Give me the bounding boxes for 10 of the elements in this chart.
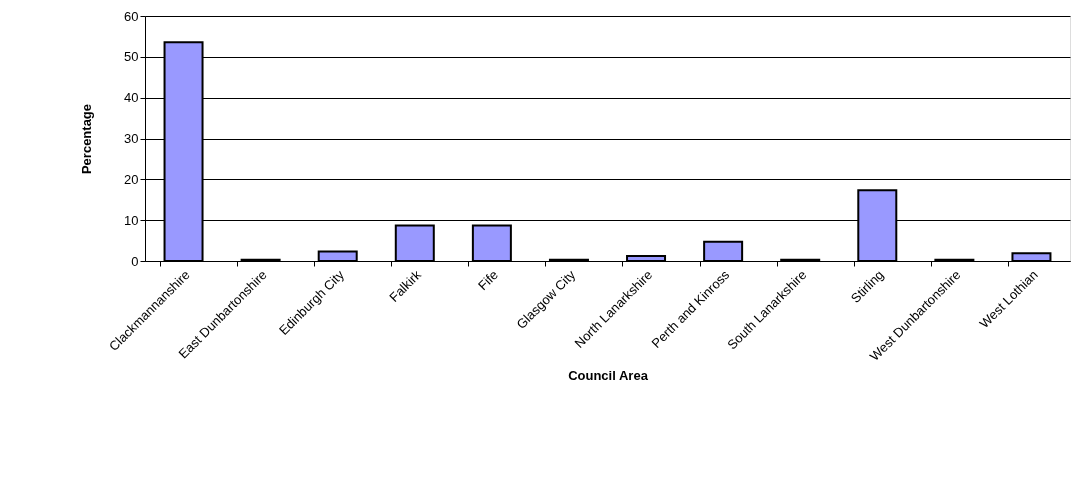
y-tick-label: 10 bbox=[124, 212, 139, 228]
y-tick-label: 20 bbox=[124, 171, 139, 187]
x-axis-title: Council Area bbox=[568, 367, 649, 383]
x-tick-label: Fife bbox=[475, 267, 502, 294]
y-axis-title: Percentage bbox=[79, 103, 95, 175]
y-tick-label: 50 bbox=[124, 49, 139, 65]
y-tick-label: 0 bbox=[131, 253, 139, 269]
y-tick-label: 30 bbox=[124, 131, 139, 146]
y-tick-label: 60 bbox=[124, 8, 139, 24]
y-tick-label: 40 bbox=[124, 90, 139, 106]
